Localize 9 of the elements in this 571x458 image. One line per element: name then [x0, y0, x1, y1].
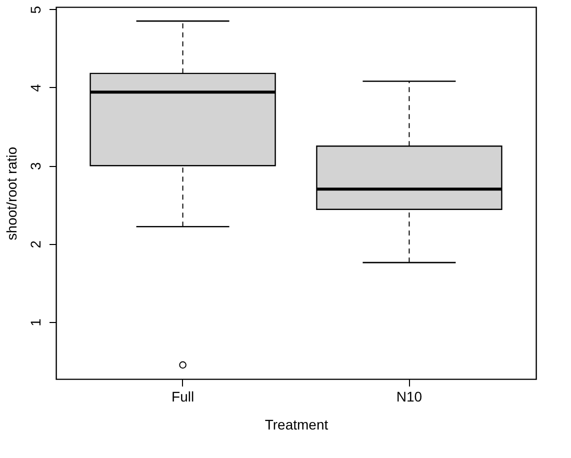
y-tick-label: 2 — [28, 240, 44, 248]
y-tick-label: 1 — [28, 318, 44, 326]
y-axis-title: shoot/root ratio — [4, 146, 20, 240]
y-tick-label: 4 — [28, 84, 44, 92]
y-tick-label: 3 — [28, 162, 44, 170]
x-tick-label: Full — [172, 388, 194, 404]
x-tick-label: N10 — [396, 388, 422, 404]
x-axis-title: Treatment — [264, 416, 328, 432]
y-tick-label: 5 — [28, 6, 44, 14]
